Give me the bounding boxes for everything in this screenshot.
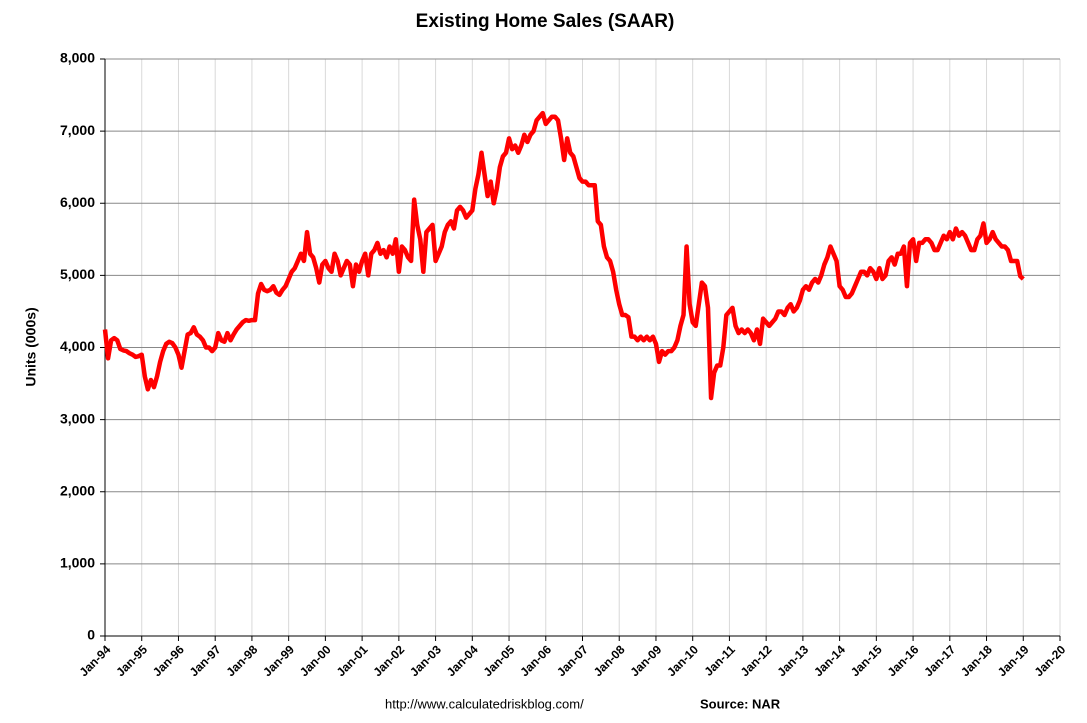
x-tick-label: Jan-00	[297, 642, 334, 679]
x-tick-label: Jan-11	[701, 642, 738, 679]
x-tick-label: Jan-12	[738, 642, 775, 679]
footer-url: http://www.calculatedriskblog.com/	[385, 696, 584, 711]
x-tick-label: Jan-94	[77, 642, 114, 679]
x-tick-label: Jan-03	[407, 642, 444, 679]
x-tick-label: Jan-06	[517, 642, 554, 679]
x-tick-label: Jan-20	[1032, 642, 1069, 679]
y-tick-label: 4,000	[60, 338, 95, 354]
x-tick-label: Jan-97	[187, 642, 224, 679]
y-tick-label: 0	[87, 627, 95, 643]
x-tick-label: Jan-14	[811, 642, 848, 679]
x-tick-label: Jan-01	[334, 642, 371, 679]
y-tick-label: 6,000	[60, 194, 95, 210]
x-tick-label: Jan-07	[554, 642, 591, 679]
x-tick-label: Jan-95	[113, 642, 150, 679]
x-tick-label: Jan-96	[150, 642, 187, 679]
x-tick-label: Jan-10	[664, 642, 701, 679]
data-line	[102, 110, 1025, 401]
y-tick-label: 8,000	[60, 50, 95, 66]
x-tick-label: Jan-13	[774, 642, 811, 679]
footer-source: Source: NAR	[700, 696, 781, 711]
chart-title: Existing Home Sales (SAAR)	[416, 11, 675, 32]
y-tick-label: 2,000	[60, 482, 95, 498]
x-tick-label: Jan-17	[921, 642, 958, 679]
y-tick-label: 5,000	[60, 266, 95, 282]
x-tick-label: Jan-16	[885, 642, 922, 679]
y-tick-label: 1,000	[60, 555, 95, 571]
x-tick-label: Jan-18	[958, 642, 995, 679]
x-tick-label: Jan-15	[848, 642, 885, 679]
x-tick-label: Jan-04	[444, 642, 481, 679]
x-tick-label: Jan-09	[628, 642, 665, 679]
y-tick-label: 7,000	[60, 122, 95, 138]
y-tick-label: 3,000	[60, 410, 95, 426]
x-tick-label: Jan-08	[591, 642, 628, 679]
x-tick-label: Jan-99	[260, 642, 297, 679]
x-tick-label: Jan-05	[481, 642, 518, 679]
x-tick-label: Jan-98	[223, 642, 260, 679]
x-tick-label: Jan-19	[995, 642, 1032, 679]
y-axis-label: Units (000s)	[23, 307, 39, 386]
x-tick-label: Jan-02	[370, 642, 407, 679]
